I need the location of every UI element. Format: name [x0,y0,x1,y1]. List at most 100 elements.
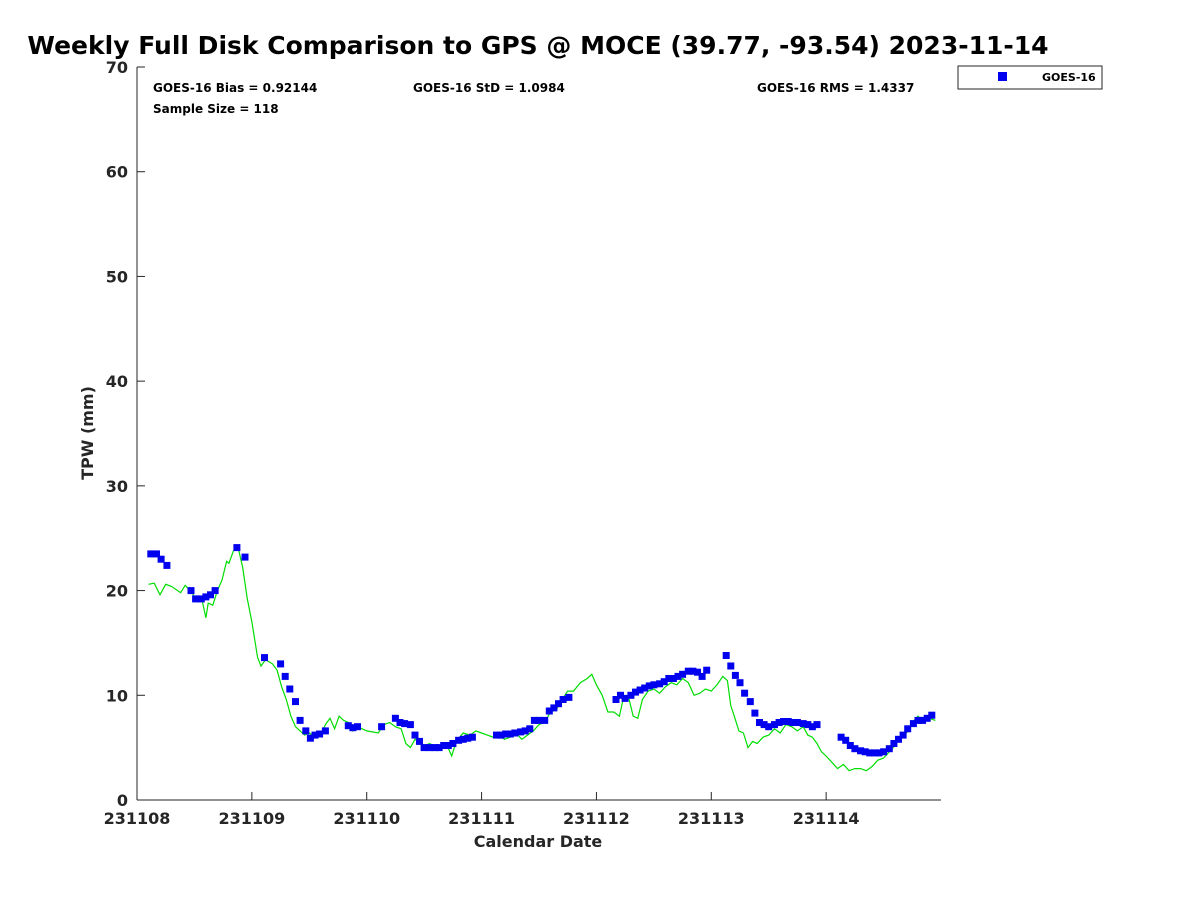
goes16-point [909,720,917,728]
goes16-point [406,721,414,729]
goes16-point [765,723,773,731]
goes16-point [321,727,329,735]
goes16-point [464,734,472,742]
x-tick-label: 231111 [448,809,515,828]
goes16-point [526,725,534,733]
goes16-point [153,550,160,558]
x-tick-label: 231108 [104,809,171,828]
goes16-point [684,667,692,675]
goes16-point [378,723,386,731]
goes16-point [207,591,214,599]
goes16-point [660,678,668,686]
goes16-point [636,686,644,694]
goes16-point [559,696,567,703]
goes16-point [506,730,514,738]
goes16-point [261,654,268,662]
legend-marker [998,72,1007,81]
rms-annotation: GOES-16 RMS = 1.4337 [757,81,914,95]
goes16-point [842,736,850,744]
legend-label: GOES-16 [1042,71,1096,84]
goes16-point [281,672,289,680]
goes16-point [420,744,428,752]
goes16-point [771,721,778,729]
goes16-point [449,740,457,747]
goes16-point [760,721,768,729]
goes16-point [885,745,893,753]
goes16-point [396,719,404,726]
goes16-point [679,670,687,678]
goes16-point [163,561,171,569]
goes16-point [541,716,549,724]
goes16-point [851,745,859,753]
goes16-point [391,714,399,722]
goes16-point [780,718,788,725]
goes16-point [468,733,476,741]
goes16-point [669,675,677,682]
goes16-point [612,696,620,703]
goes16-point [746,698,754,706]
goes16-point [617,691,624,699]
goes16-point [431,744,438,752]
goes16-point [521,727,529,735]
goes16-point [846,742,854,749]
y-tick-label: 40 [106,372,128,391]
y-tick-label: 50 [106,267,128,286]
goes16-point [565,693,573,701]
goes16-point [349,724,357,732]
goes16-point [192,595,200,603]
goes16-point [511,729,519,737]
goes16-point [416,737,423,745]
goes16-point [517,728,525,736]
goes16-point [923,714,931,722]
bias-annotation: GOES-16 Bias = 0.92144 [153,81,317,95]
x-tick-label: 231113 [678,809,745,828]
goes16-point [277,660,285,668]
goes16-point [722,652,730,659]
goes16-point [550,704,558,712]
goes16-point [545,707,553,715]
y-tick-label: 60 [106,163,128,182]
goes16-point [459,735,467,743]
y-tick-label: 10 [106,686,128,705]
plot-area [137,67,941,800]
goes16-point [674,672,682,680]
goes16-point [444,742,452,749]
legend-box [957,65,1103,90]
y-tick-label: 30 [106,477,128,496]
y-tick-label: 70 [106,58,128,77]
goes16-point [535,716,543,724]
gps-reference-line [148,546,936,772]
std-annotation: GOES-16 StD = 1.0984 [413,81,565,95]
goes16-point [530,716,538,724]
legend: GOES-16 [957,65,1103,90]
goes16-point [627,691,635,699]
y-tick-label: 0 [117,791,128,810]
goes16-point [890,740,898,747]
plot-content [147,544,936,772]
goes16-point [311,731,319,739]
goes16-point [703,666,711,674]
goes16-point [286,685,294,693]
chart-title: Weekly Full Disk Comparison to GPS @ MOC… [27,31,1048,60]
goes16-point [793,719,801,726]
goes16-point [751,709,759,717]
goes16-point [233,544,241,552]
goes16-point [875,749,883,757]
goes16-point [197,595,205,603]
goes16-point [736,679,744,687]
goes16-point [880,748,888,756]
goes16-point [870,749,878,757]
goes16-point [187,587,195,595]
goes16-point [147,550,155,558]
x-tick-label: 231112 [563,809,630,828]
goes16-point [493,731,500,739]
x-axis-label: Calendar Date [474,832,603,851]
goes16-point [296,716,304,724]
y-axis-ticks: 0 10 20 30 40 50 60 70 [106,58,145,810]
x-tick-label: 231114 [793,809,860,828]
goes16-point [919,716,927,724]
goes16-point [401,720,409,728]
goes16-point [775,719,783,726]
goes16-point [650,681,658,689]
